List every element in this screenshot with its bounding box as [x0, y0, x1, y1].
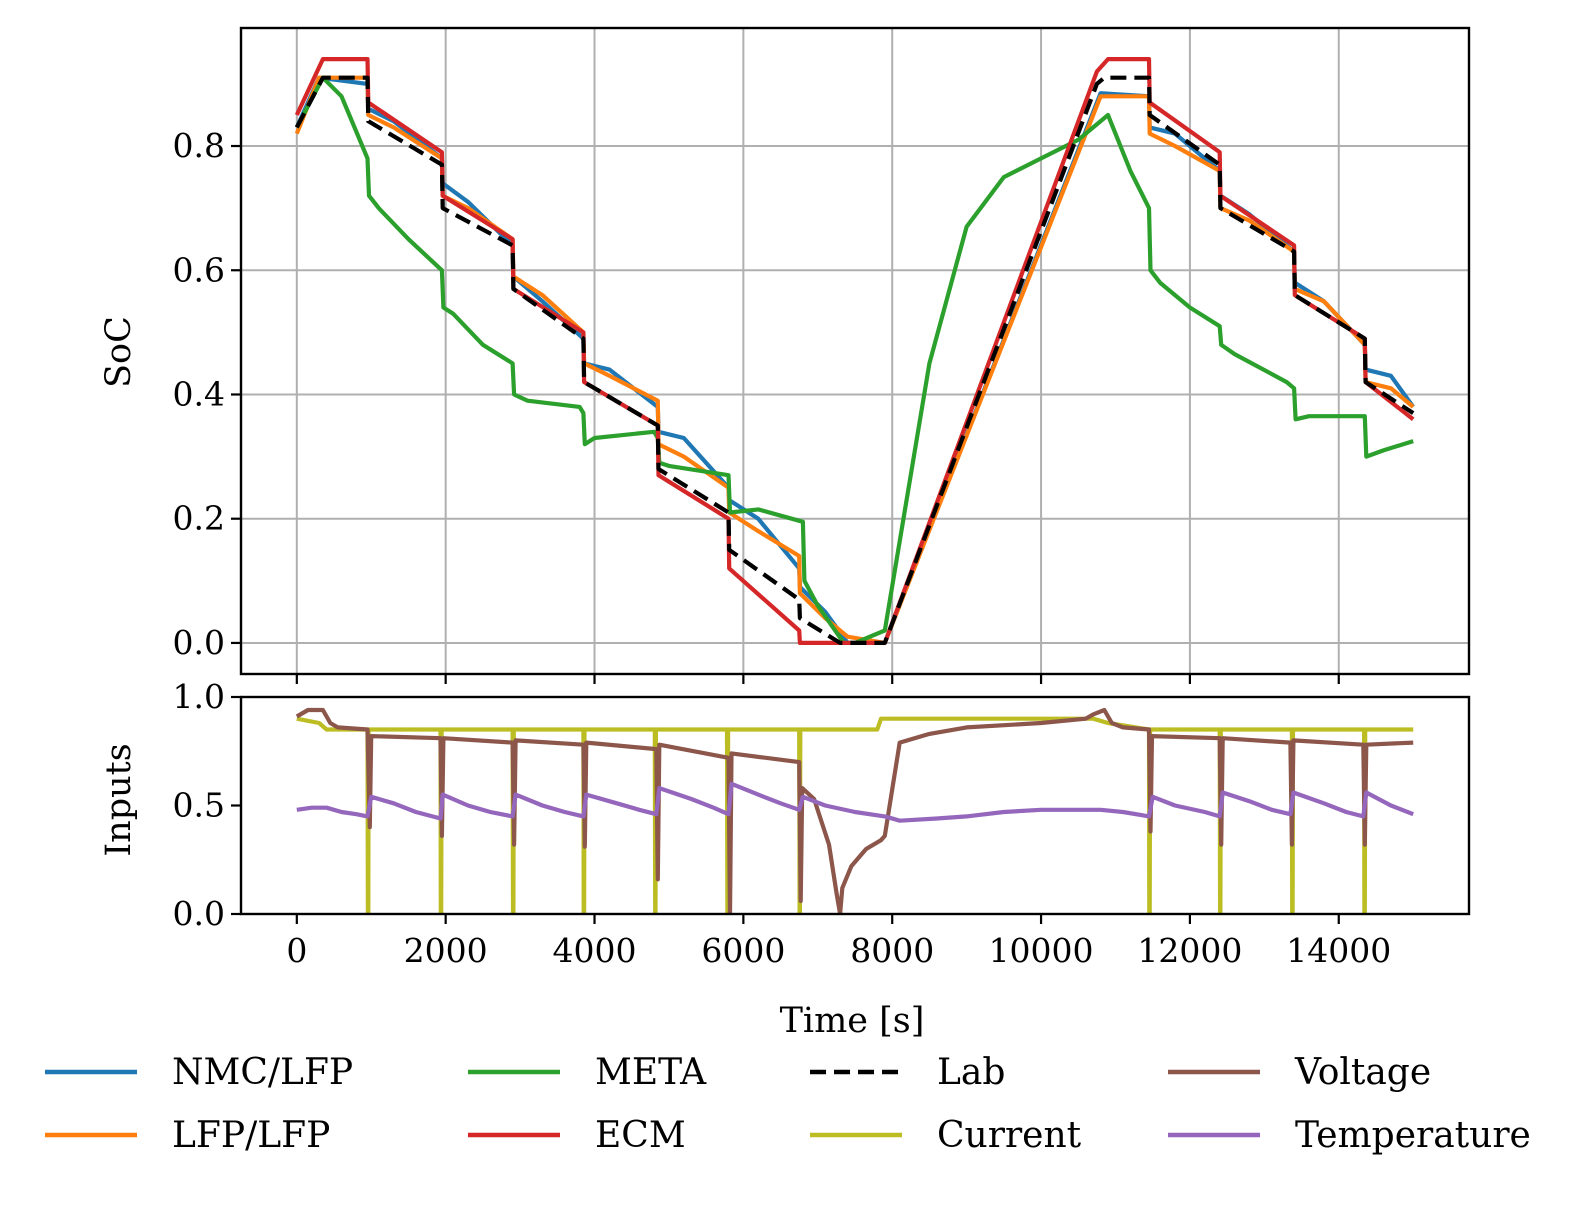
legend-label: ECM — [595, 1115, 686, 1156]
series-current — [296, 716, 1414, 914]
legend-label: Voltage — [1294, 1052, 1431, 1093]
inputs-xtick-label: 12000 — [1137, 931, 1242, 970]
inputs-xtick-label: 4000 — [553, 931, 637, 970]
legend-label: Current — [937, 1115, 1082, 1156]
bottom-xlabel: Time [s] — [780, 1001, 925, 1041]
soc-ytick-label: 0.8 — [173, 126, 225, 165]
legend-label: META — [595, 1052, 707, 1093]
legend-label: Temperature — [1295, 1115, 1531, 1156]
inputs-xtick-label: 2000 — [404, 931, 488, 970]
legend-label: LFP/LFP — [172, 1115, 330, 1156]
soc-ytick-label: 0.6 — [173, 250, 225, 289]
soc-ytick-label: 0.0 — [173, 623, 225, 662]
inputs-ytick-label: 0.0 — [173, 894, 225, 933]
soc-ytick-label: 0.2 — [173, 499, 225, 538]
inputs-xtick-label: 10000 — [989, 931, 1094, 970]
soc-ytick-label: 0.4 — [173, 374, 225, 413]
inputs-xtick-label: 6000 — [701, 931, 785, 970]
soc-axes-frame — [239, 26, 1471, 676]
soc-panel: 0.0 0.2 0.4 0.6 0.8 — [173, 26, 1471, 684]
inputs-ytick-label: 0.5 — [173, 786, 225, 825]
legend-label: NMC/LFP — [172, 1052, 353, 1093]
inputs-ytick-label: 1.0 — [173, 677, 225, 716]
legend: NMC/LFP META Lab Voltage LFP/LFP ECM Current Te… — [45, 1052, 1531, 1156]
inputs-xtick-label: 0 — [286, 931, 307, 970]
series-ecm — [294, 57, 1415, 645]
inputs-panel: 0 2000 4000 6000 8000 10000 12000 14000 0.0 0.5 1.… — [173, 677, 1471, 970]
top-ylabel: SoC — [99, 316, 139, 388]
legend-label: Lab — [937, 1052, 1005, 1093]
inputs-xtick-label: 14000 — [1286, 931, 1391, 970]
bottom-ylabel: Inputs — [99, 743, 139, 856]
series-temperature — [296, 781, 1414, 823]
series-meta — [294, 75, 1414, 645]
inputs-xtick-label: 8000 — [850, 931, 934, 970]
